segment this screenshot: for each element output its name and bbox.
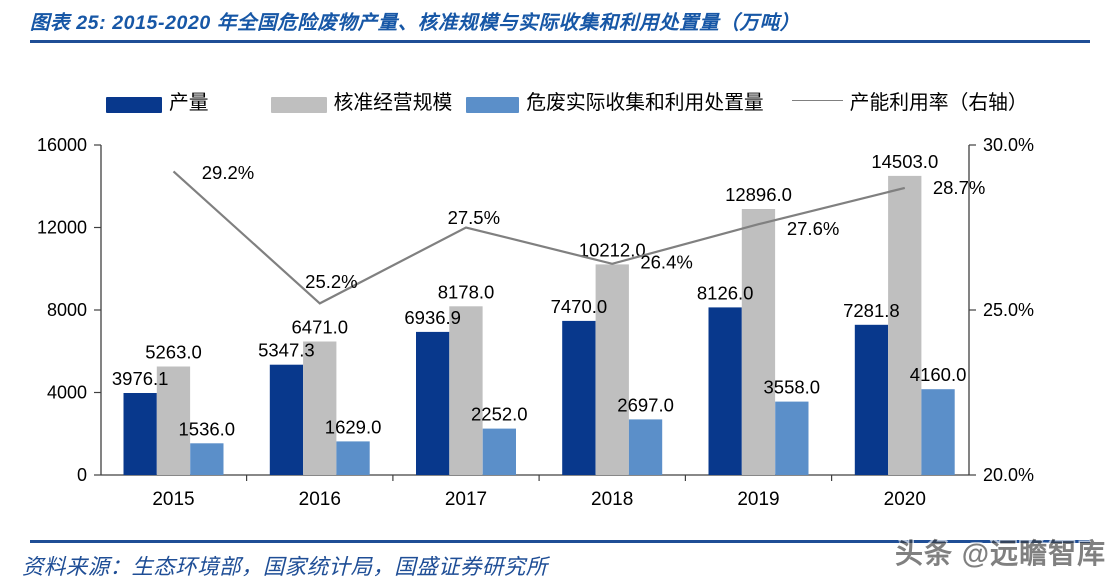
svg-text:5263.0: 5263.0 [145, 342, 202, 363]
svg-text:4000: 4000 [47, 383, 87, 403]
svg-text:0: 0 [77, 465, 87, 485]
svg-text:2017: 2017 [445, 489, 487, 510]
svg-text:1536.0: 1536.0 [179, 418, 236, 439]
svg-text:3976.1: 3976.1 [112, 368, 169, 389]
svg-text:2016: 2016 [299, 489, 341, 510]
svg-text:5347.3: 5347.3 [258, 340, 315, 361]
svg-text:7281.8: 7281.8 [843, 300, 900, 321]
svg-text:2252.0: 2252.0 [471, 404, 528, 425]
svg-text:7470.0: 7470.0 [551, 296, 608, 317]
svg-text:27.6%: 27.6% [787, 218, 839, 239]
svg-text:6936.9: 6936.9 [404, 307, 461, 328]
svg-text:8178.0: 8178.0 [438, 281, 495, 302]
svg-text:16000: 16000 [37, 135, 87, 155]
svg-text:4160.0: 4160.0 [910, 364, 967, 385]
svg-text:29.2%: 29.2% [202, 162, 254, 183]
svg-text:8000: 8000 [47, 300, 87, 320]
svg-text:26.4%: 26.4% [640, 252, 692, 273]
svg-text:12000: 12000 [37, 218, 87, 238]
svg-text:25.2%: 25.2% [305, 271, 357, 292]
svg-text:2019: 2019 [737, 489, 779, 510]
svg-text:20.0%: 20.0% [983, 465, 1034, 485]
svg-text:25.0%: 25.0% [983, 300, 1034, 320]
svg-text:28.7%: 28.7% [933, 177, 985, 198]
svg-text:14503.0: 14503.0 [871, 151, 938, 172]
svg-text:6471.0: 6471.0 [292, 317, 349, 338]
svg-text:1629.0: 1629.0 [325, 416, 382, 437]
svg-text:8126.0: 8126.0 [697, 282, 754, 303]
svg-text:27.5%: 27.5% [448, 207, 500, 228]
svg-text:2015: 2015 [152, 489, 194, 510]
svg-text:2018: 2018 [591, 489, 633, 510]
svg-text:3558.0: 3558.0 [764, 377, 821, 398]
svg-text:12896.0: 12896.0 [725, 184, 792, 205]
svg-text:2697.0: 2697.0 [617, 394, 674, 415]
svg-text:2020: 2020 [884, 489, 926, 510]
svg-text:30.0%: 30.0% [983, 135, 1034, 155]
